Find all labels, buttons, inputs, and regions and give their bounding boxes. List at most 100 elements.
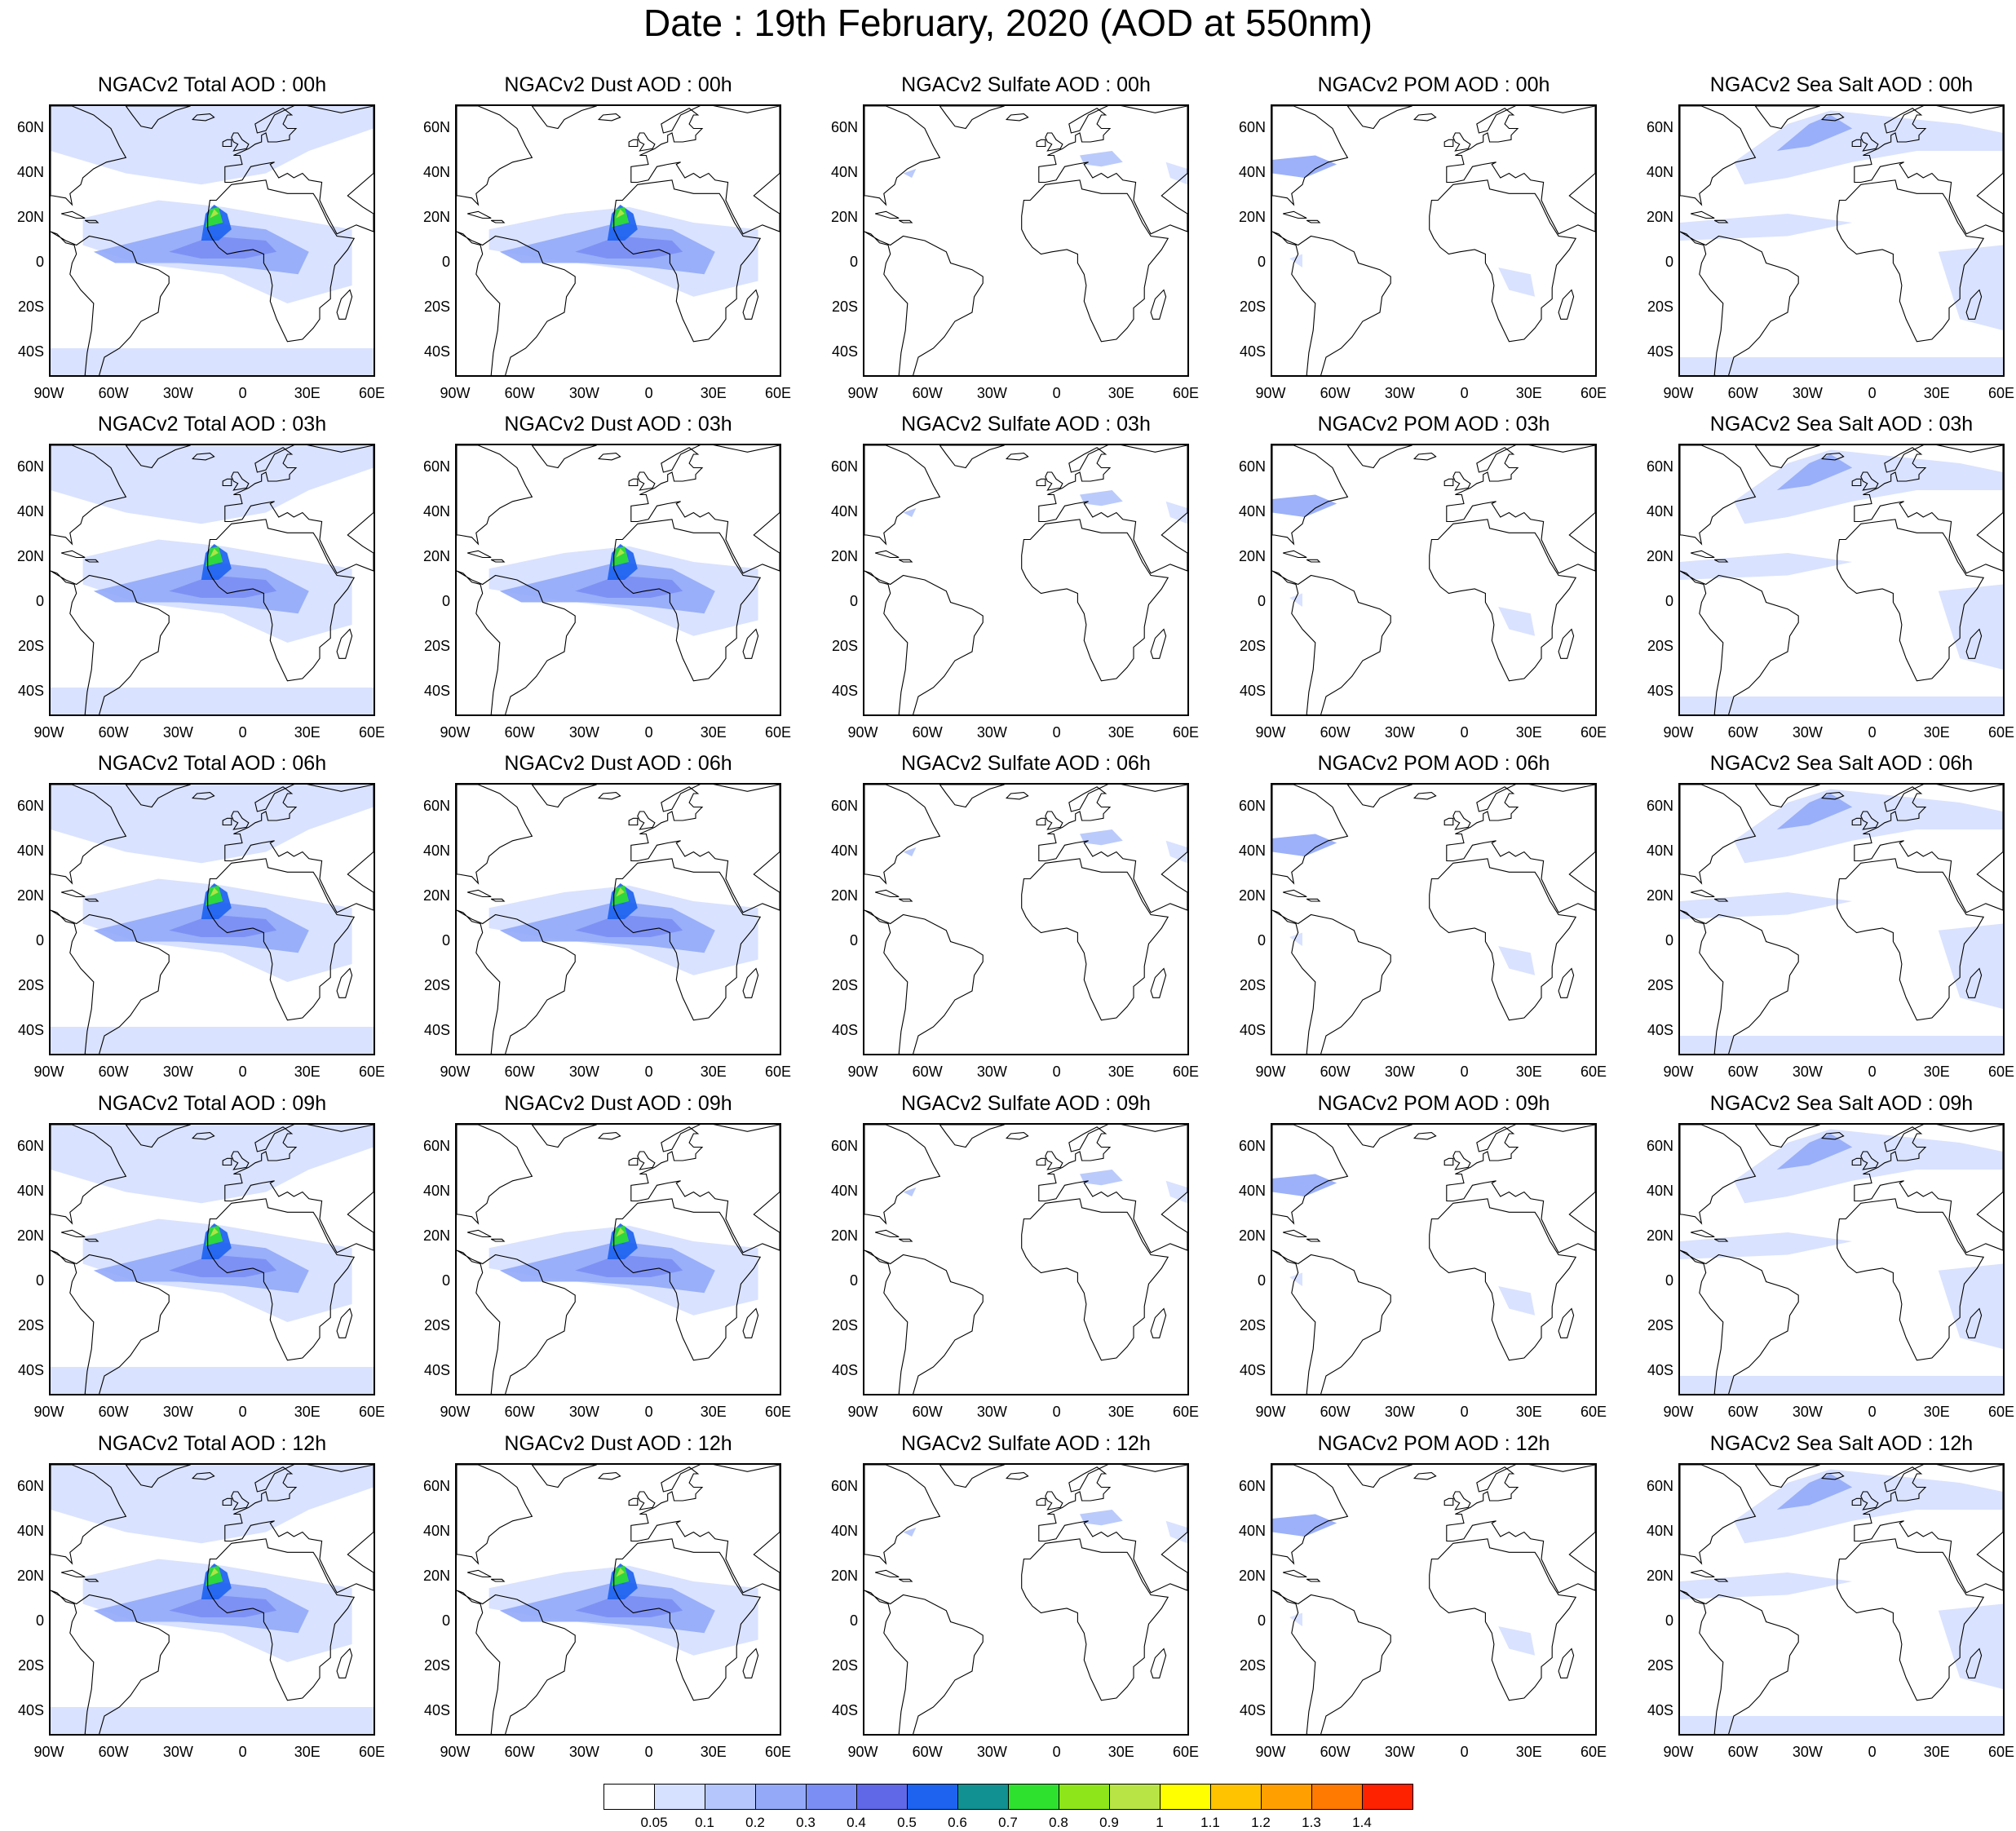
aod-map [457,445,780,714]
lon-tick-label: 90W [33,724,64,741]
coastline [1446,1125,1595,1254]
lon-tick-label: 30E [1107,1404,1134,1420]
aod-plume [206,1565,223,1586]
coastline [1754,445,1820,469]
lon-tick-label: 30W [568,1744,599,1760]
colorbar-swatch [856,1784,908,1810]
coastline [1443,1157,1454,1166]
map-plot-area [49,783,375,1055]
coastline [864,785,941,885]
lon-tick-label: 0 [1052,724,1061,741]
lat-tick-label: 40N [1646,842,1673,859]
panel-title: NGACv2 Dust AOD : 00h [504,73,732,96]
lon-tick-label: 60E [358,1064,386,1080]
coastline [1452,1491,1471,1510]
map-plot-area [1271,104,1597,377]
lon-tick-label: 0 [1868,1744,1877,1760]
lon-tick-label: 0 [1868,1404,1877,1420]
lat-tick-label: 20S [423,637,450,654]
panel-title: NGACv2 Sea Salt AOD : 00h [1709,73,1974,96]
lon-tick-label: 90W [440,1064,471,1080]
coastline [1691,1229,1715,1238]
colorbar-swatch [806,1784,857,1810]
coastline [1021,519,1169,682]
lon-tick-label: 30W [568,1404,599,1420]
coastline [1306,898,1321,902]
lon-tick-label: 60W [1727,1404,1758,1420]
lon-tick-label: 30W [976,724,1007,741]
lat-tick-label: 20S [17,637,44,654]
coastline [1446,445,1595,574]
coastline [1754,1125,1820,1148]
coastline [231,471,250,491]
coastline [1754,106,1820,130]
map-plot-area [455,783,781,1055]
map-panel-seasalt: NGACv2 Sea Salt AOD : 06h 60N 40N 20N 0 20S 40… [1647,750,2014,1090]
lat-tick-label: 60N [1646,1477,1673,1494]
coastline [875,550,900,559]
coastline [1452,471,1471,491]
map-panel-sulfate: NGACv2 Sulfate AOD : 09h 60N 40N 20N 0 20S 40S… [831,1090,1199,1430]
lat-tick-label: 60N [422,1137,450,1154]
lon-tick-label: 0 [644,1064,653,1080]
lat-tick-label: 60N [1238,1137,1266,1154]
coastline [1038,445,1187,574]
coastline [1851,817,1862,826]
coastline [1860,1491,1879,1510]
panel-title: NGACv2 Sea Salt AOD : 12h [1709,1432,1974,1455]
lon-tick-label: 30E [294,1404,321,1420]
coastline [490,1238,506,1242]
aod-plume [1165,840,1187,864]
lon-tick-label: 60W [1727,385,1758,401]
coastline [224,445,374,574]
lat-tick-label: 20N [16,547,44,564]
lat-tick-label: 0 [1665,1272,1673,1289]
colorbar-swatch [1109,1784,1161,1810]
lon-tick-label: 90W [847,1744,878,1760]
coastline [1036,1157,1046,1166]
lat-tick-label: 40S [423,1701,450,1718]
aod-plume [903,508,917,517]
coastline [336,1647,353,1678]
aod-plume [903,169,917,178]
coastline [1045,1491,1063,1510]
lon-tick-label: 90W [33,1744,64,1760]
lon-tick-label: 60E [1987,1744,2015,1760]
lat-tick-label: 20S [1647,1656,1673,1674]
coastline [864,1249,984,1394]
coastline [1006,792,1029,800]
coastline [1837,519,1985,682]
lon-tick-label: 90W [33,1064,64,1080]
coastline [1452,811,1471,830]
coastline [1821,792,1845,800]
coastline [457,909,576,1054]
coastline [231,811,250,830]
aod-plume [51,348,374,375]
coastline [222,1497,232,1506]
lat-tick-label: 40S [17,1361,44,1378]
map-panel-seasalt: NGACv2 Sea Salt AOD : 03h 60N 40N 20N 0 20S 40… [1647,411,2014,750]
lat-tick-label: 40S [831,1361,858,1378]
coastline [490,219,506,223]
lon-tick-label: 0 [1460,1744,1469,1760]
lat-tick-label: 60N [422,458,450,475]
colorbar-label: 0.7 [998,1815,1018,1830]
map-panel-sulfate: NGACv2 Sulfate AOD : 06h 60N 40N 20N 0 20S 40S… [831,750,1199,1090]
coastline [898,898,913,902]
lat-tick-label: 20S [17,976,44,993]
coastline [207,519,356,682]
coastline [1272,1125,1349,1225]
map-plot-area [1678,444,2005,716]
lat-tick-label: 20S [831,1656,858,1674]
lat-tick-label: 20N [1238,547,1266,564]
coastline [1680,1590,1799,1734]
coastline [637,1151,656,1170]
map-panel-sulfate: NGACv2 Sulfate AOD : 00h 60N 40N 20N 0 20S 40S… [831,72,1199,411]
map-panel-pom: NGACv2 POM AOD : 03h 60N 40N 20N 0 20S 40S 90W 6… [1239,411,1607,750]
lon-tick-label: 60W [504,385,535,401]
coastline [1452,1151,1471,1170]
coastline [1150,1307,1167,1338]
lon-tick-label: 90W [1255,1744,1286,1760]
lon-tick-label: 30W [568,385,599,401]
aod-plume [1080,1170,1123,1186]
